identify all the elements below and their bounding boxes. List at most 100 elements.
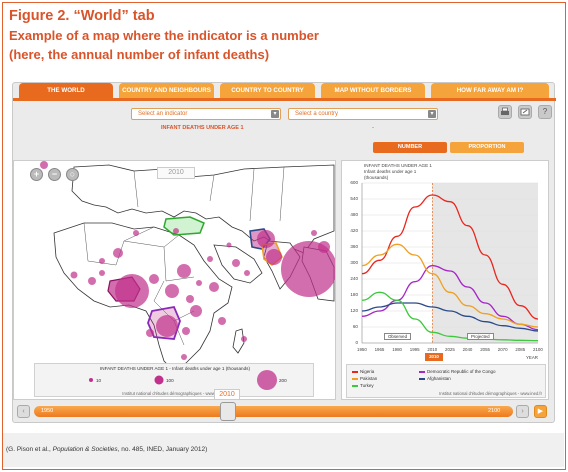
y-tick-label: 240	[350, 276, 358, 281]
x-tick-label: 2010	[427, 347, 438, 352]
legend-label-nigeria: Nigeria	[360, 369, 375, 374]
chart-source: Institut national d'études démographique…	[439, 391, 542, 396]
y-tick-label: 0	[355, 340, 358, 345]
slider-current-year: 2010	[214, 389, 240, 400]
indicator-select[interactable]: Select an indicator ▾	[131, 108, 281, 120]
y-tick-label: 360	[350, 244, 358, 249]
x-tick-label: 1995	[409, 347, 420, 352]
slider-start-label: 1950	[41, 408, 54, 414]
y-tick-label: 60	[352, 324, 358, 329]
chart-title-line3: (thousands)	[364, 175, 389, 180]
legend-swatch-turkey	[352, 384, 358, 387]
number-button[interactable]: NUMBER	[373, 142, 447, 153]
legend-swatch-drc	[419, 370, 425, 373]
x-tick-label: 2085	[515, 347, 526, 352]
tab-bar-underline	[13, 98, 556, 101]
legend-item-drc: Democratic Republic of the Congo	[419, 369, 496, 374]
legend-bubble-large	[257, 370, 277, 390]
step-back-icon[interactable]: ‹	[17, 405, 30, 418]
legend-label-drc: Democratic Republic of the Congo	[427, 369, 496, 374]
figure-subtitle-2: (here, the annual number of infant death…	[9, 47, 270, 62]
series-line-pakistan	[361, 243, 539, 328]
tab-country-and-neighbours[interactable]: COUNTRY AND NEIGHBOURS	[119, 83, 214, 98]
legend-swatch-afghanistan	[419, 377, 425, 380]
y-tick-label: 600	[350, 180, 358, 185]
x-tick-label: 1950	[357, 347, 367, 352]
zoom-in-icon[interactable]: +	[30, 168, 43, 181]
app-window: THE WORLD COUNTRY AND NEIGHBOURS COUNTRY…	[12, 82, 556, 423]
legend-bubble-medium	[154, 375, 164, 385]
legend-label-afghanistan: Afghanistan	[427, 376, 451, 381]
chart-panel: INFANT DEATHS UNDER AGE 1 Infant deaths …	[341, 160, 549, 400]
legend-bubble-small	[89, 378, 93, 382]
x-axis-label: YEAR	[526, 355, 538, 360]
map-year-display: 2010	[157, 167, 195, 179]
map-panel[interactable]: + − ○ 2010 INFANT DEATHS UNDER AGE 1 - I…	[13, 160, 336, 400]
y-tick-label: 300	[350, 260, 358, 265]
map-legend-title: INFANT DEATHS UNDER AGE 1 - Infant death…	[100, 366, 250, 371]
legend-label-turkey: Turkey	[360, 383, 374, 388]
x-tick-label: 1980	[392, 347, 402, 352]
series-line-democratic-republic-of-the-congo	[361, 265, 539, 331]
tab-country-to-country[interactable]: COUNTRY TO COUNTRY	[220, 83, 315, 98]
chart-legend: Nigeria Pakistan Turkey Democratic Repub…	[346, 364, 546, 398]
chevron-down-icon: ▾	[271, 110, 279, 118]
x-tick-label: 2025	[445, 347, 455, 352]
chart-title-line1: INFANT DEATHS UNDER AGE 1	[364, 163, 432, 168]
step-forward-icon[interactable]: ›	[516, 405, 529, 418]
caption-suffix: , no. 485, INED, January 2012)	[117, 446, 208, 453]
chart-current-year: 2010	[425, 353, 443, 361]
caption-box	[3, 433, 564, 467]
play-icon[interactable]: ▶	[534, 405, 547, 418]
y-tick-label: 120	[350, 308, 358, 313]
caption-journal: Population & Societies	[52, 446, 118, 453]
time-slider-handle[interactable]	[220, 402, 236, 421]
proportion-button[interactable]: PROPORTION	[450, 142, 524, 153]
series-line-afghanistan	[361, 302, 539, 332]
country-select-placeholder: Select a country	[295, 111, 339, 117]
chart-plot	[361, 182, 539, 344]
caption-prefix: (G. Pison et al.,	[6, 446, 53, 453]
figure-title: Figure 2. “World” tab	[9, 8, 155, 24]
x-tick-label: 1965	[374, 347, 385, 352]
legend-label-pakistan: Pakistan	[360, 376, 378, 381]
map-source: Institut national d'études démographique…	[122, 391, 228, 396]
print-icon[interactable]	[498, 105, 512, 119]
selected-indicator-label: INFANT DEATHS UNDER AGE 1	[161, 125, 244, 131]
projected-label: Projected	[467, 333, 494, 340]
indicator-select-placeholder: Select an indicator	[138, 111, 188, 117]
y-tick-label: 480	[350, 212, 358, 217]
observed-label: Observed	[384, 333, 412, 340]
legend-item-pakistan: Pakistan	[352, 376, 377, 381]
legend-value-100: 100	[166, 378, 174, 383]
chevron-down-icon: ▾	[428, 110, 436, 118]
share-icon[interactable]	[518, 105, 532, 119]
reset-view-icon[interactable]: ○	[66, 168, 79, 181]
legend-swatch-pakistan	[352, 377, 358, 380]
series-line-nigeria	[361, 194, 539, 320]
y-tick-label: 180	[350, 292, 358, 297]
x-tick-label: 2070	[497, 347, 508, 352]
selected-country-label: -	[372, 125, 374, 131]
y-tick-label: 540	[350, 196, 358, 201]
tab-how-far-away[interactable]: HOW FAR AWAY AM I?	[431, 83, 549, 98]
legend-value-200: 200	[279, 378, 287, 383]
chart-axes	[361, 183, 538, 344]
country-select[interactable]: Select a country ▾	[288, 108, 438, 120]
chart-title-line2: Infant deaths under age 1	[364, 169, 417, 174]
figure-subtitle-1: Example of a map where the indicator is …	[9, 28, 319, 43]
time-slider-area: ‹ 1950 2100 2010 › ▶	[13, 389, 556, 423]
legend-swatch-nigeria	[352, 370, 358, 373]
zoom-out-icon[interactable]: −	[48, 168, 61, 181]
y-tick-label: 420	[350, 228, 358, 233]
world-map[interactable]	[14, 161, 336, 400]
tab-the-world[interactable]: THE WORLD	[19, 83, 113, 98]
figure-caption: (G. Pison et al., Population & Societies…	[6, 446, 207, 453]
time-slider-track[interactable]	[34, 406, 513, 417]
tab-map-without-borders[interactable]: MAP WITHOUT BORDERS	[321, 83, 425, 98]
map-legend: INFANT DEATHS UNDER AGE 1 - Infant death…	[34, 363, 314, 397]
help-icon[interactable]: ?	[538, 105, 552, 119]
legend-item-nigeria: Nigeria	[352, 369, 374, 374]
x-tick-label: 2040	[462, 347, 473, 352]
slider-end-label: 2100	[488, 408, 501, 414]
